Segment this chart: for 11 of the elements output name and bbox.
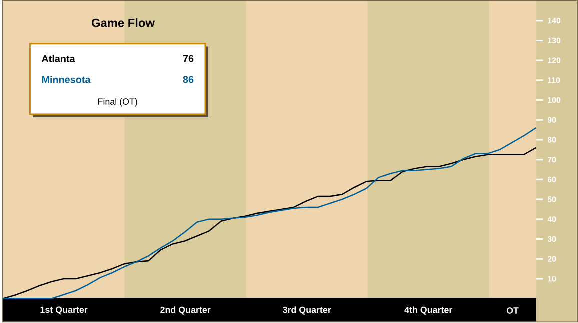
annotation: 86 (183, 76, 194, 84)
text: OT (506, 308, 519, 314)
text: 2nd Quarter (160, 306, 211, 316)
text: Game Flow (92, 18, 156, 28)
text: 1st Quarter (40, 306, 88, 315)
annotation: Final (OT) (98, 98, 138, 107)
annotation: 76 (183, 55, 194, 62)
text: 4th Quarter (404, 306, 453, 316)
text: Minnesota (42, 76, 91, 84)
text: 3rd Quarter (282, 306, 332, 316)
text: Atlanta (42, 55, 76, 63)
